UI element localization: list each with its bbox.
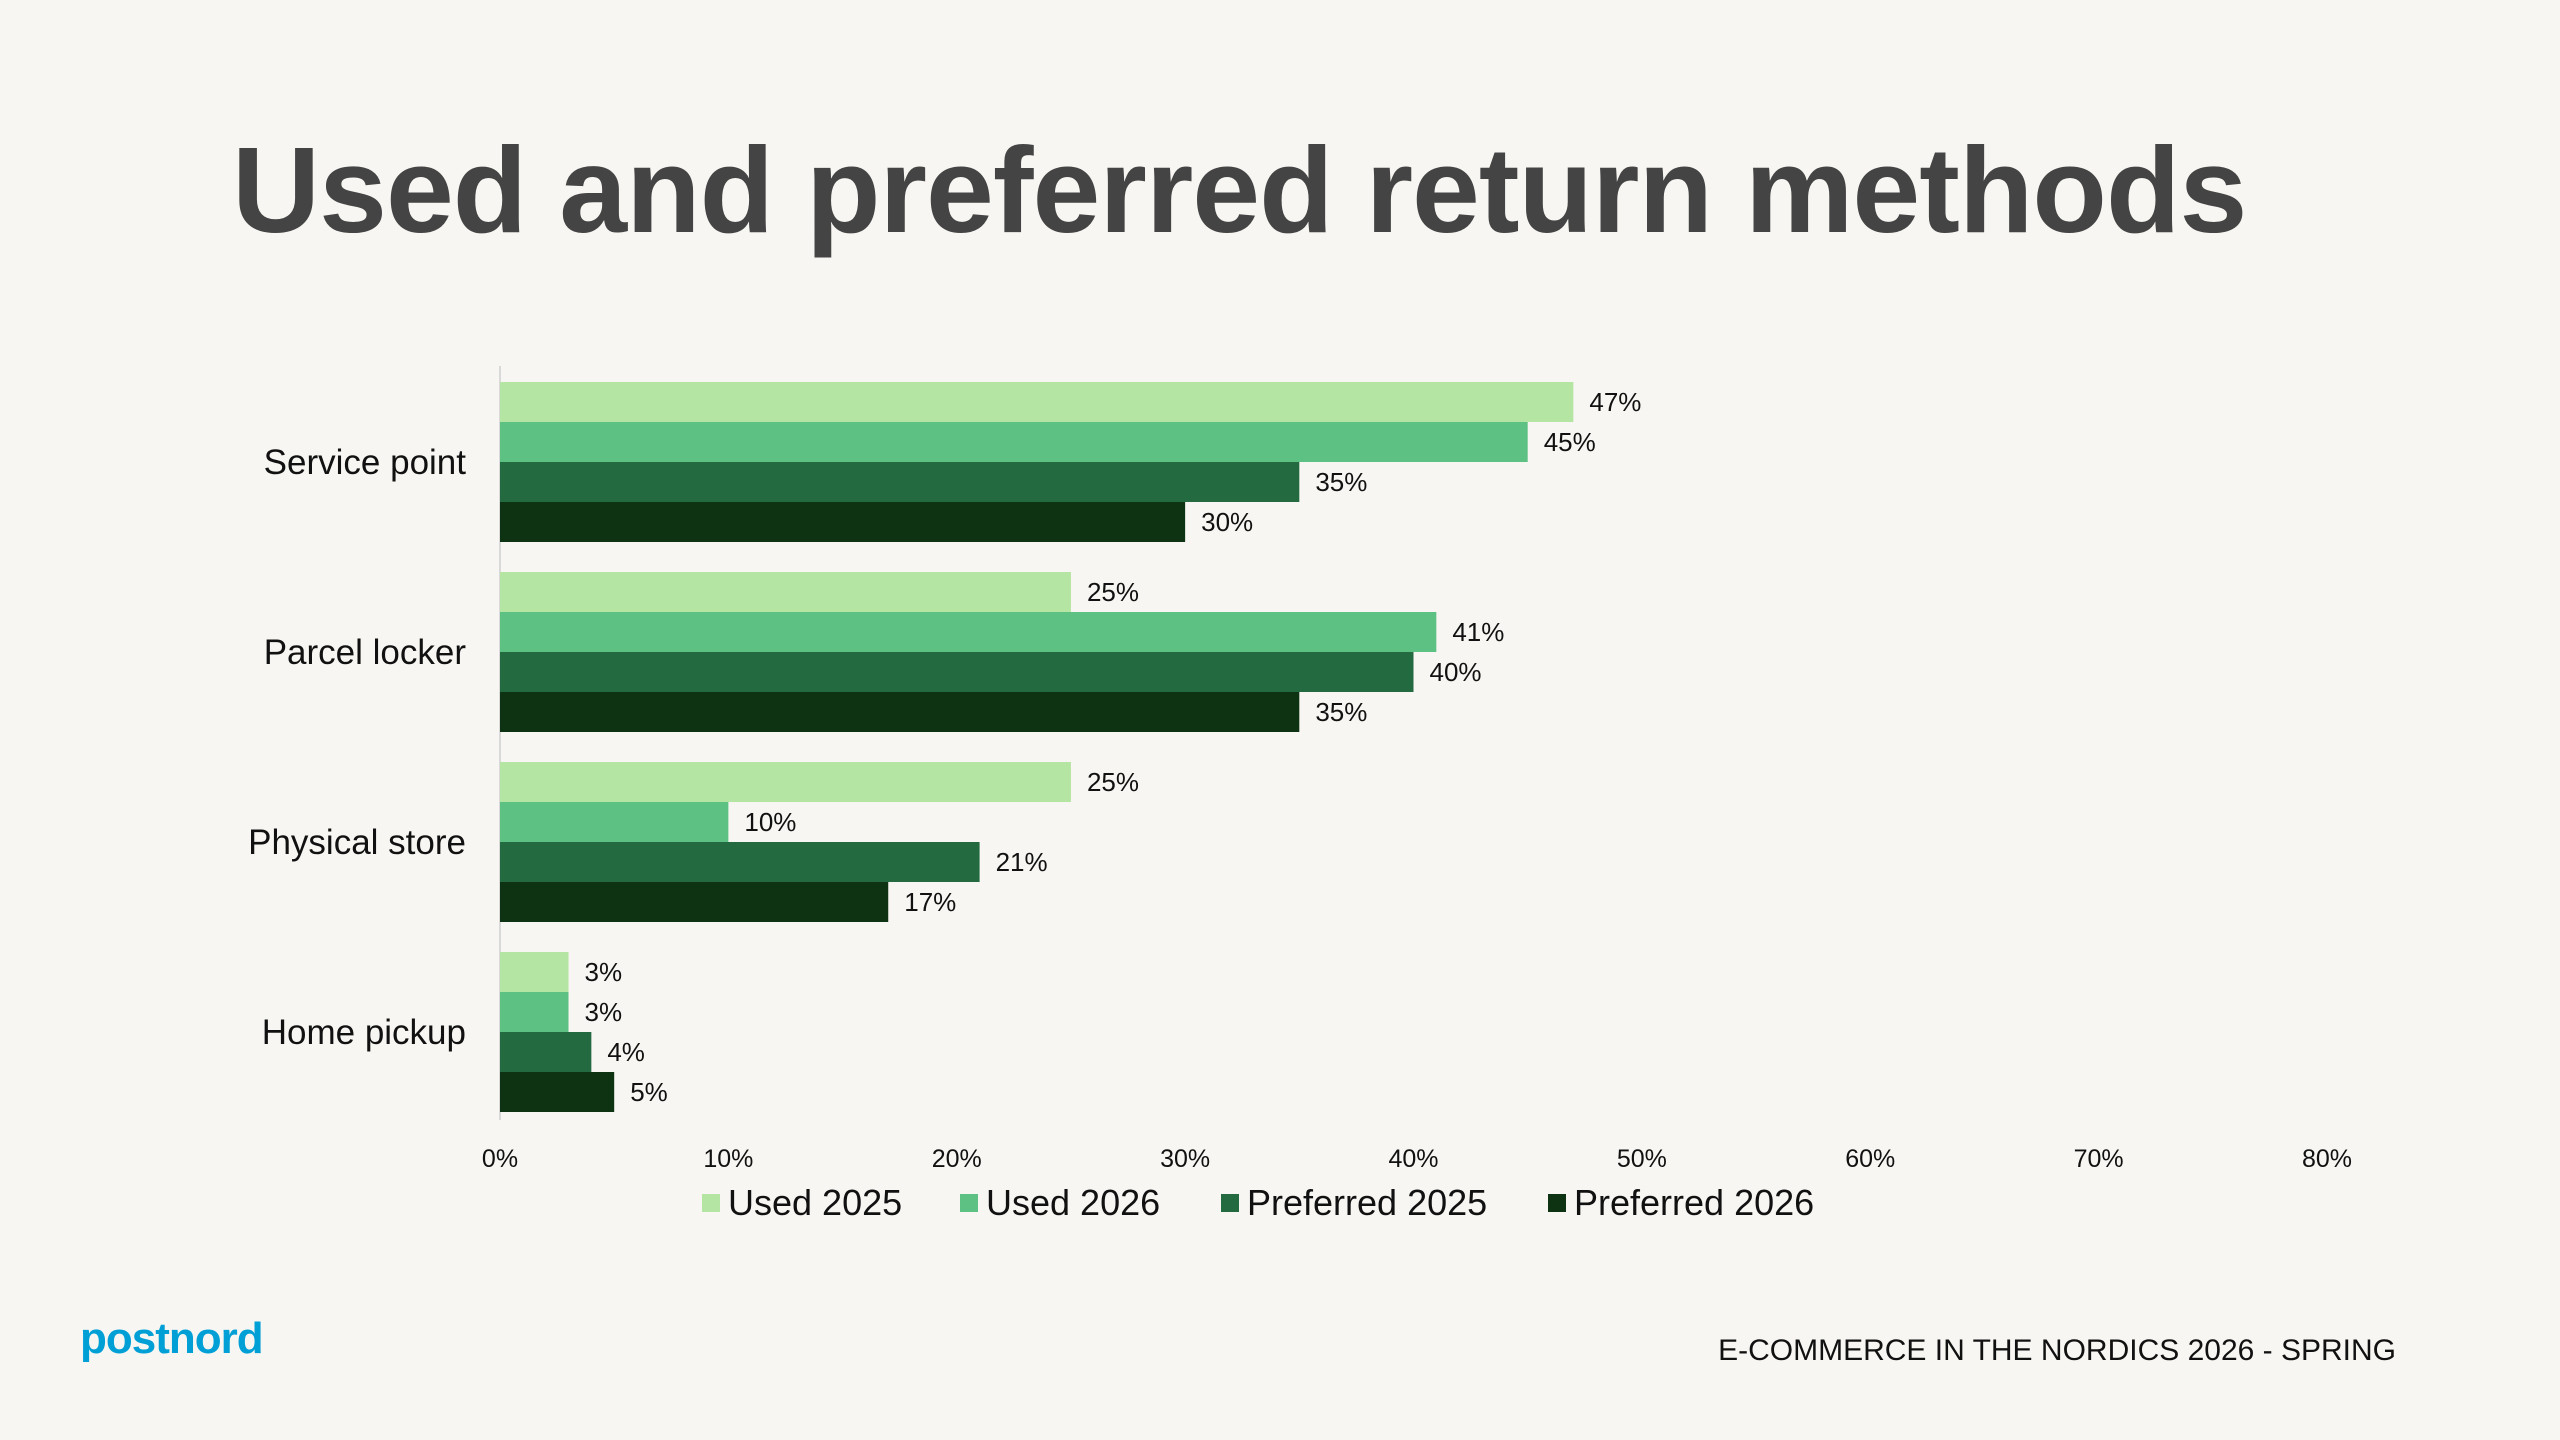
bar-used-2025 (500, 382, 1574, 422)
data-label: 4% (607, 1037, 645, 1067)
category-label: Physical store (248, 823, 466, 862)
x-tick-label: 60% (1845, 1145, 1895, 1173)
category-label: Home pickup (262, 1013, 466, 1052)
postnord-logo: postnord (80, 1314, 264, 1363)
x-tick-label: 30% (1160, 1145, 1210, 1173)
data-label: 40% (1430, 657, 1482, 687)
category-label: Service point (264, 443, 467, 482)
page-title: Used and preferred return methods (232, 122, 2247, 258)
x-tick-label: 10% (703, 1145, 753, 1173)
data-label: 41% (1452, 617, 1504, 647)
legend-swatch (702, 1194, 720, 1212)
data-label: 25% (1087, 767, 1139, 797)
x-tick-label: 20% (932, 1145, 982, 1173)
data-label: 10% (744, 807, 796, 837)
data-label: 30% (1201, 507, 1253, 537)
bar-preferred-2025 (500, 842, 980, 882)
data-label: 5% (630, 1077, 668, 1107)
bar-preferred-2026 (500, 502, 1186, 542)
bar-used-2026 (500, 612, 1437, 652)
legend-item: Preferred 2025 (1221, 1182, 1487, 1224)
bar-preferred-2026 (500, 882, 889, 922)
bar-used-2026 (500, 422, 1528, 462)
data-label: 35% (1315, 697, 1367, 727)
x-tick-label: 0% (482, 1145, 518, 1173)
legend-label: Preferred 2025 (1247, 1182, 1488, 1223)
x-tick-label: 80% (2302, 1145, 2352, 1173)
legend-swatch (1548, 1194, 1566, 1212)
bar-used-2025 (500, 952, 569, 992)
data-label: 47% (1589, 387, 1641, 417)
data-label: 3% (585, 957, 623, 987)
legend-label: Used 2026 (986, 1182, 1161, 1223)
bar-preferred-2026 (500, 692, 1300, 732)
data-label: 35% (1315, 467, 1367, 497)
bar-used-2026 (500, 992, 569, 1032)
bar-used-2025 (500, 572, 1071, 612)
bar-preferred-2025 (500, 1032, 592, 1072)
legend-item: Used 2026 (960, 1182, 1160, 1224)
bar-used-2025 (500, 762, 1071, 802)
legend-item: Used 2025 (702, 1182, 902, 1224)
chart-legend: Used 2025 Used 2026 Preferred 2025 Preferre… (0, 1182, 2560, 1232)
legend-label: Preferred 2026 (1574, 1182, 1815, 1223)
data-label: 45% (1544, 427, 1596, 457)
footer-text: E-COMMERCE IN THE NORDICS 2026 - SPRING (1718, 1334, 2396, 1367)
bar-preferred-2025 (500, 652, 1414, 692)
bar-preferred-2025 (500, 462, 1300, 502)
legend-swatch (1221, 1194, 1239, 1212)
data-label: 21% (996, 847, 1048, 877)
bar-used-2026 (500, 802, 729, 842)
category-label: Parcel locker (264, 633, 467, 672)
x-tick-label: 70% (2074, 1145, 2124, 1173)
bar-preferred-2026 (500, 1072, 615, 1112)
legend-label: Used 2025 (728, 1182, 903, 1223)
data-label: 3% (585, 997, 623, 1027)
data-label: 25% (1087, 577, 1139, 607)
legend-swatch (960, 1194, 978, 1212)
x-tick-label: 50% (1617, 1145, 1667, 1173)
data-label: 17% (904, 887, 956, 917)
legend-item: Preferred 2026 (1548, 1182, 1814, 1224)
x-tick-label: 40% (1388, 1145, 1438, 1173)
